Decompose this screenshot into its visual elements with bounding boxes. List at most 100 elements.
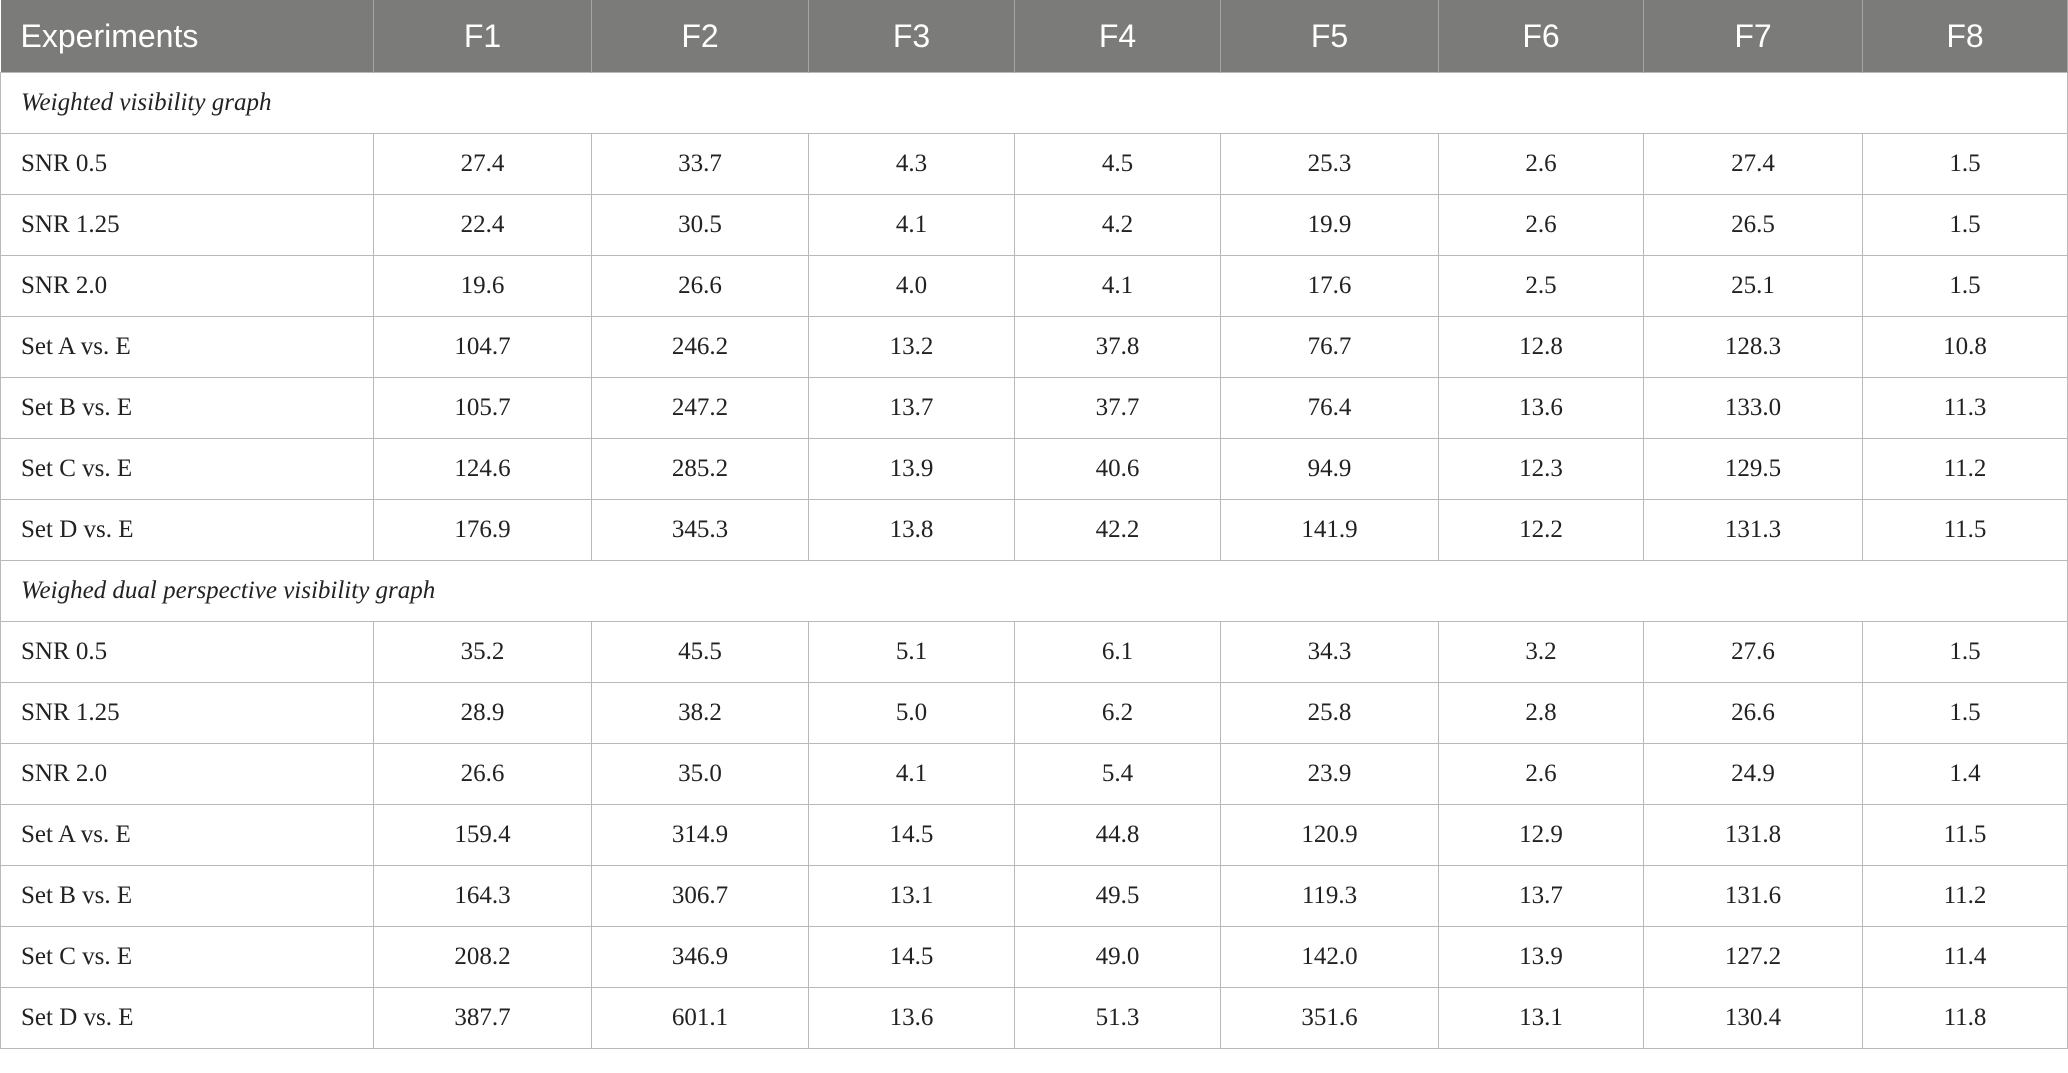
header-cell: F8 [1862, 0, 2068, 73]
value-cell: 49.5 [1014, 865, 1221, 927]
value-cell: 13.1 [1438, 987, 1644, 1049]
value-cell: 164.3 [373, 865, 592, 927]
value-cell: 24.9 [1643, 743, 1863, 805]
value-cell: 42.2 [1014, 499, 1221, 561]
value-cell: 129.5 [1643, 438, 1863, 500]
value-cell: 247.2 [591, 377, 809, 439]
data-row: SNR 0.5 35.2 45.5 5.1 6.1 34.3 3.2 27.6 1.5 [0, 621, 2068, 683]
header-cell: F2 [591, 0, 809, 73]
value-cell: 159.4 [373, 804, 592, 866]
value-cell: 208.2 [373, 926, 592, 988]
table-body: Weighted visibility graph SNR 0.5 27.4 33.7… [0, 72, 2068, 1049]
value-cell: 25.8 [1220, 682, 1439, 744]
row-label: Set C vs. E [0, 438, 374, 500]
data-row: SNR 2.0 19.6 26.6 4.0 4.1 17.6 2.5 25.1 1.5 [0, 255, 2068, 317]
value-cell: 2.6 [1438, 194, 1644, 256]
value-cell: 37.8 [1014, 316, 1221, 378]
value-cell: 19.9 [1220, 194, 1439, 256]
value-cell: 127.2 [1643, 926, 1863, 988]
value-cell: 12.3 [1438, 438, 1644, 500]
row-label: Set B vs. E [0, 865, 374, 927]
row-label: SNR 2.0 [0, 743, 374, 805]
row-label: Set D vs. E [0, 499, 374, 561]
value-cell: 130.4 [1643, 987, 1863, 1049]
value-cell: 11.2 [1862, 865, 2068, 927]
value-cell: 1.5 [1862, 621, 2068, 683]
value-cell: 142.0 [1220, 926, 1439, 988]
value-cell: 19.6 [373, 255, 592, 317]
value-cell: 285.2 [591, 438, 809, 500]
value-cell: 13.6 [1438, 377, 1644, 439]
value-cell: 34.3 [1220, 621, 1439, 683]
row-label: SNR 0.5 [0, 621, 374, 683]
value-cell: 45.5 [591, 621, 809, 683]
value-cell: 35.2 [373, 621, 592, 683]
value-cell: 12.8 [1438, 316, 1644, 378]
data-row: Set D vs. E 176.9 345.3 13.8 42.2 141.9 12.2 13… [0, 499, 2068, 561]
value-cell: 345.3 [591, 499, 809, 561]
header-cell: F7 [1643, 0, 1863, 73]
header-cell: F4 [1014, 0, 1221, 73]
value-cell: 12.2 [1438, 499, 1644, 561]
value-cell: 11.3 [1862, 377, 2068, 439]
value-cell: 104.7 [373, 316, 592, 378]
row-label: Set B vs. E [0, 377, 374, 439]
value-cell: 14.5 [808, 926, 1015, 988]
value-cell: 35.0 [591, 743, 809, 805]
value-cell: 33.7 [591, 133, 809, 195]
value-cell: 13.2 [808, 316, 1015, 378]
value-cell: 133.0 [1643, 377, 1863, 439]
data-row: Set D vs. E 387.7 601.1 13.6 51.3 351.6 13.1 13… [0, 987, 2068, 1049]
header-cell: F1 [373, 0, 592, 73]
data-row: Set B vs. E 164.3 306.7 13.1 49.5 119.3 13.7 13… [0, 865, 2068, 927]
value-cell: 13.1 [808, 865, 1015, 927]
row-label: SNR 2.0 [0, 255, 374, 317]
value-cell: 105.7 [373, 377, 592, 439]
value-cell: 387.7 [373, 987, 592, 1049]
value-cell: 2.5 [1438, 255, 1644, 317]
data-row: Set C vs. E 124.6 285.2 13.9 40.6 94.9 12.3 129… [0, 438, 2068, 500]
data-row: Set A vs. E 104.7 246.2 13.2 37.8 76.7 12.8 128… [0, 316, 2068, 378]
value-cell: 2.6 [1438, 743, 1644, 805]
header-cell: F6 [1438, 0, 1644, 73]
value-cell: 26.6 [373, 743, 592, 805]
value-cell: 119.3 [1220, 865, 1439, 927]
value-cell: 120.9 [1220, 804, 1439, 866]
value-cell: 26.6 [591, 255, 809, 317]
value-cell: 28.9 [373, 682, 592, 744]
value-cell: 14.5 [808, 804, 1015, 866]
header-cell: Experiments [0, 0, 374, 73]
value-cell: 128.3 [1643, 316, 1863, 378]
value-cell: 12.9 [1438, 804, 1644, 866]
row-label: SNR 1.25 [0, 682, 374, 744]
value-cell: 5.4 [1014, 743, 1221, 805]
value-cell: 26.5 [1643, 194, 1863, 256]
value-cell: 4.1 [808, 194, 1015, 256]
value-cell: 1.5 [1862, 194, 2068, 256]
value-cell: 37.7 [1014, 377, 1221, 439]
value-cell: 5.1 [808, 621, 1015, 683]
header-row: Experiments F1 F2 F3 F4 F5 F6 F7 F8 [0, 0, 2068, 73]
results-table: Experiments F1 F2 F3 F4 F5 F6 F7 F8 Weighted vis… [0, 0, 2068, 1049]
row-label: SNR 1.25 [0, 194, 374, 256]
data-row: SNR 2.0 26.6 35.0 4.1 5.4 23.9 2.6 24.9 1.4 [0, 743, 2068, 805]
table-header: Experiments F1 F2 F3 F4 F5 F6 F7 F8 [0, 0, 2068, 73]
value-cell: 1.5 [1862, 133, 2068, 195]
value-cell: 40.6 [1014, 438, 1221, 500]
value-cell: 6.1 [1014, 621, 1221, 683]
value-cell: 13.7 [1438, 865, 1644, 927]
value-cell: 13.8 [808, 499, 1015, 561]
value-cell: 23.9 [1220, 743, 1439, 805]
value-cell: 4.5 [1014, 133, 1221, 195]
value-cell: 4.0 [808, 255, 1015, 317]
section-row: Weighted visibility graph [0, 72, 2068, 134]
value-cell: 51.3 [1014, 987, 1221, 1049]
value-cell: 17.6 [1220, 255, 1439, 317]
value-cell: 601.1 [591, 987, 809, 1049]
value-cell: 11.5 [1862, 804, 2068, 866]
section-title: Weighted visibility graph [0, 72, 2068, 134]
value-cell: 2.6 [1438, 133, 1644, 195]
value-cell: 4.3 [808, 133, 1015, 195]
value-cell: 131.8 [1643, 804, 1863, 866]
